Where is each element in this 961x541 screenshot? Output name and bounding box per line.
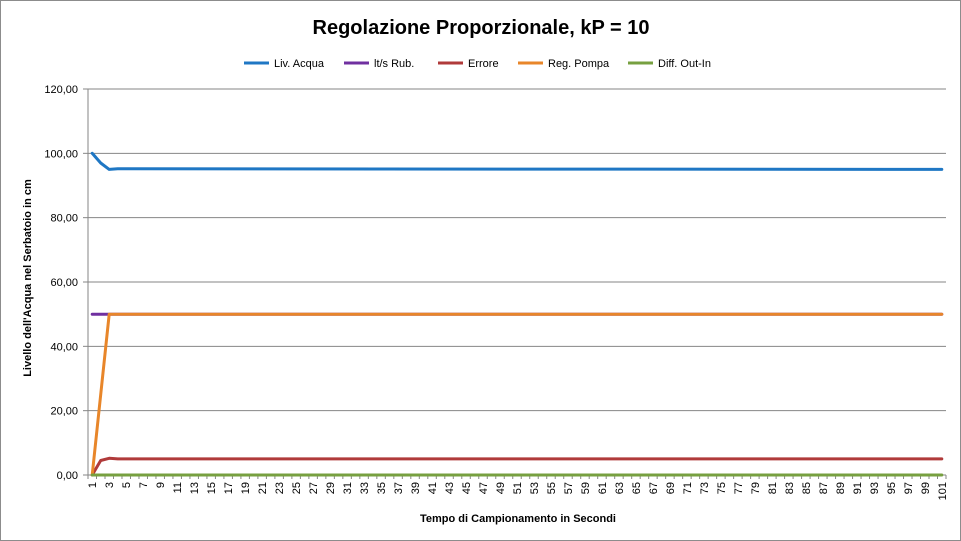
x-tick-label: 77 (733, 482, 745, 494)
legend-label: Liv. Acqua (274, 58, 325, 70)
series-lines (90, 151, 944, 477)
y-tick-label: 0,00 (57, 470, 78, 482)
y-tick-label: 80,00 (50, 213, 78, 225)
gridlines (88, 88, 946, 412)
y-tick-label: 40,00 (50, 341, 78, 353)
x-tick-label: 75 (716, 482, 728, 494)
legend-label: Reg. Pompa (548, 58, 610, 70)
x-tick-label: 55 (546, 482, 558, 494)
x-tick-label: 81 (767, 482, 779, 494)
y-tick-label: 60,00 (50, 277, 78, 289)
x-tick-label: 73 (699, 482, 711, 494)
x-tick-label: 9 (155, 482, 167, 488)
y-tick-label: 100,00 (44, 148, 78, 160)
x-tick-label: 57 (563, 482, 575, 494)
x-tick-label: 13 (189, 482, 201, 494)
x-tick-label: 59 (580, 482, 592, 494)
x-tick-label: 101 (937, 482, 949, 500)
y-axis-title: Livello dell'Acqua nel Serbatoio in cm (22, 179, 34, 377)
x-tick-label: 51 (512, 482, 524, 494)
x-tick-label: 7 (138, 482, 150, 488)
x-tick-label: 99 (920, 482, 932, 494)
x-tick-label: 39 (410, 482, 422, 494)
x-tick-label: 33 (359, 482, 371, 494)
x-tick-label: 53 (529, 482, 541, 494)
series-line-3 (90, 456, 944, 477)
x-tick-label: 91 (852, 482, 864, 494)
x-tick-label: 5 (121, 482, 133, 488)
x-tick-label: 87 (818, 482, 830, 494)
x-tick-label: 65 (631, 482, 643, 494)
x-tick-label: 93 (869, 482, 881, 494)
legend-label: Errore (468, 58, 499, 70)
x-tick-label: 83 (784, 482, 796, 494)
y-tick-label: 20,00 (50, 406, 78, 418)
x-tick-label: 29 (325, 482, 337, 494)
chart-title: Regolazione Proporzionale, kP = 10 (313, 17, 650, 39)
x-tick-label: 45 (461, 482, 473, 494)
series-line-4 (90, 312, 944, 477)
x-tick-label: 67 (648, 482, 660, 494)
x-tick-label: 35 (376, 482, 388, 494)
x-tick-label: 15 (206, 482, 218, 494)
x-tick-label: 1 (87, 482, 99, 488)
x-tick-label: 25 (291, 482, 303, 494)
x-tick-label: 11 (172, 482, 184, 493)
x-tick-label: 3 (104, 482, 116, 488)
x-tick-label: 43 (444, 482, 456, 494)
x-tick-label: 97 (903, 482, 915, 494)
x-tick-label: 71 (682, 482, 694, 494)
x-tick-label: 41 (427, 482, 439, 494)
legend: Liv. Acqua lt/s Rub. Errore Reg. Pompa Diff.… (244, 58, 711, 70)
x-tick-label: 69 (665, 482, 677, 494)
x-tick-label: 47 (478, 482, 490, 494)
y-tick-label: 120,00 (44, 84, 78, 96)
x-tick-label: 21 (257, 482, 269, 494)
x-tick-label: 63 (614, 482, 626, 494)
x-tick-label: 79 (750, 482, 762, 494)
x-tick-label: 85 (801, 482, 813, 494)
x-tick-label: 19 (240, 482, 252, 494)
x-axis-title: Tempo di Campionamento in Secondi (420, 513, 616, 525)
legend-label: lt/s Rub. (374, 58, 414, 70)
x-tick-label: 17 (223, 482, 235, 494)
x-tick-label: 49 (495, 482, 507, 494)
series-line-1 (90, 151, 944, 171)
legend-label: Diff. Out-In (658, 58, 711, 70)
x-tick-label: 37 (393, 482, 405, 494)
x-tick-label: 89 (835, 482, 847, 494)
y-axis-ticks: 0,00 20,00 40,00 60,00 80,00 100,00 120,00 (44, 84, 88, 482)
x-tick-label: 95 (886, 482, 898, 494)
x-tick-label: 27 (308, 482, 320, 494)
x-tick-label: 23 (274, 482, 286, 494)
x-axis-ticks: 1 3 5 7 9 11 13 15 17 19 21 23 25 27 29 31 33 35 37 39 41 43 4… (87, 475, 949, 500)
x-tick-label: 31 (342, 482, 354, 494)
x-tick-label: 61 (597, 482, 609, 494)
